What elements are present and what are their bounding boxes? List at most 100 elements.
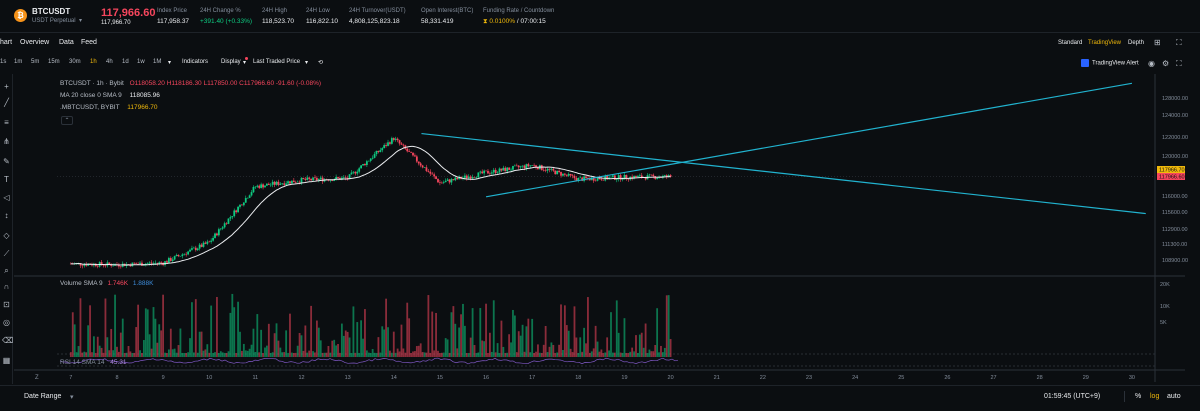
mode-tradingview[interactable]: TradingView [1088, 40, 1122, 46]
trendlines[interactable] [421, 82, 1146, 215]
measure-icon[interactable]: ⟋ [3, 249, 10, 258]
volume-bar [310, 305, 313, 357]
candle-body [260, 184, 263, 188]
candle-body [231, 216, 234, 218]
indicators-button[interactable]: Indicators [182, 59, 209, 65]
chevron-down-icon[interactable]: ▾ [243, 60, 247, 66]
candle-body [192, 247, 195, 249]
chevron-down-icon[interactable]: ▾ [79, 18, 83, 24]
candle-body [414, 155, 416, 157]
interval-1M[interactable]: 1M [153, 59, 162, 65]
log-toggle[interactable]: log [1150, 393, 1160, 400]
magnet-icon[interactable]: ∩ [3, 282, 10, 291]
volume-bar [312, 351, 314, 357]
candle-body [415, 156, 418, 162]
candle-body [321, 177, 324, 182]
volume-bar [610, 312, 612, 357]
crosshair-icon[interactable]: + [4, 82, 9, 91]
volume-bar [152, 307, 155, 357]
trash-icon[interactable]: ⌫ [2, 336, 14, 345]
candle-body [556, 170, 559, 175]
interval-1s[interactable]: 1s [0, 59, 7, 65]
volume-bar [252, 328, 255, 357]
candle-body [644, 177, 647, 180]
volume-bar [87, 325, 90, 357]
price-axis[interactable]: 128000.00 124000.00 122000.00 120000.00 1160… [1157, 96, 1188, 264]
candle-body [392, 138, 395, 140]
camera-icon[interactable]: ◉ [1148, 59, 1155, 68]
pitchfork-icon[interactable]: ⋔ [3, 137, 10, 146]
chevron-down-icon[interactable]: ▾ [168, 60, 172, 66]
brush-icon[interactable]: ✎ [3, 157, 10, 166]
candle-body [241, 204, 243, 206]
candle-body [248, 195, 251, 198]
volume-bar [598, 351, 601, 357]
volume-bar [98, 345, 101, 357]
interval-30m[interactable]: 30m [69, 59, 81, 65]
tab-chart[interactable]: hart [0, 39, 13, 46]
settings-icon[interactable]: ⚙ [1162, 59, 1170, 68]
tab-feed[interactable]: Feed [81, 39, 97, 46]
zoom-icon[interactable]: ⌕ [4, 266, 9, 275]
volume-bar [267, 323, 270, 357]
fullscreen-icon[interactable]: ⛶ [1176, 38, 1182, 47]
date-range-button[interactable]: Date Range [24, 393, 62, 400]
time-axis[interactable]: 7 8 9 10 11 12 13 14 15 16 17 18 19 20 21 22 23 24 25 26 27 2… [35, 375, 1135, 381]
ruler-icon[interactable]: ↕ [4, 211, 9, 220]
volume-bar [256, 314, 259, 357]
collapse-legend-button[interactable]: ⌃ [61, 116, 73, 125]
lock-icon[interactable]: ⊡ [3, 300, 10, 309]
percent-toggle[interactable]: % [1135, 393, 1142, 400]
price-type-select[interactable]: Last Traded Price [253, 59, 301, 65]
volume-bar [425, 352, 428, 357]
candle-body [408, 151, 411, 152]
pattern-icon[interactable]: ◁ [3, 193, 10, 202]
replay-icon[interactable]: ⟲ [318, 60, 324, 66]
clock-utc[interactable]: 01:59:45 (UTC+9) [1044, 393, 1101, 400]
volume-bar [519, 335, 522, 357]
horizontal-lines-icon[interactable]: ≡ [4, 118, 9, 127]
candle-body [665, 175, 668, 177]
auto-toggle[interactable]: auto [1167, 393, 1181, 400]
interval-1h[interactable]: 1h [90, 59, 97, 65]
interval-1m[interactable]: 1m [14, 59, 23, 65]
volume-bar [515, 352, 518, 357]
shapes-icon[interactable]: ◇ [3, 231, 10, 240]
candle-body [581, 177, 584, 181]
volume-bar [440, 352, 443, 357]
tab-overview[interactable]: Overview [20, 39, 50, 46]
chevron-down-icon[interactable]: ▾ [70, 394, 74, 401]
interval-15m[interactable]: 15m [48, 59, 60, 65]
candle-body [663, 175, 666, 176]
text-icon[interactable]: T [4, 175, 9, 184]
symbol-name[interactable]: BTCUSDT [32, 7, 71, 16]
mode-standard[interactable]: Standard [1058, 40, 1083, 46]
tab-data[interactable]: Data [59, 39, 74, 46]
interval-4h[interactable]: 4h [106, 59, 113, 65]
volume-bar [283, 352, 286, 357]
volume-bar [590, 351, 593, 357]
volume-bar [262, 352, 264, 357]
trendline-icon[interactable]: ╱ [4, 98, 9, 107]
layout-grid-icon[interactable]: ⊞ [1154, 38, 1161, 47]
volume-bar [529, 352, 532, 357]
interval-5m[interactable]: 5m [31, 59, 40, 65]
layers-icon[interactable]: ▦ [2, 356, 11, 365]
chevron-down-icon[interactable]: ▾ [305, 60, 309, 66]
interval-1w[interactable]: 1w [137, 59, 145, 65]
volume-bar [563, 305, 566, 357]
candle-body [483, 170, 486, 174]
interval-1d[interactable]: 1d [122, 59, 129, 65]
hourglass-icon: ⧗ [483, 18, 490, 25]
display-button[interactable]: Display [221, 59, 241, 65]
tradingview-alert-button[interactable]: TradingView Alert [1081, 59, 1139, 69]
volume-bar [142, 340, 145, 357]
candle-body [167, 258, 170, 263]
eye-icon[interactable]: ◎ [3, 318, 10, 327]
price-tick-label: 122000.00 [1162, 135, 1188, 141]
mode-depth[interactable]: Depth [1128, 40, 1145, 46]
stat-open-interest: Open Interest(BTC) 58,331.419 [421, 8, 473, 25]
volume-bar [437, 350, 439, 357]
expand-icon[interactable]: ⛶ [1176, 59, 1182, 68]
